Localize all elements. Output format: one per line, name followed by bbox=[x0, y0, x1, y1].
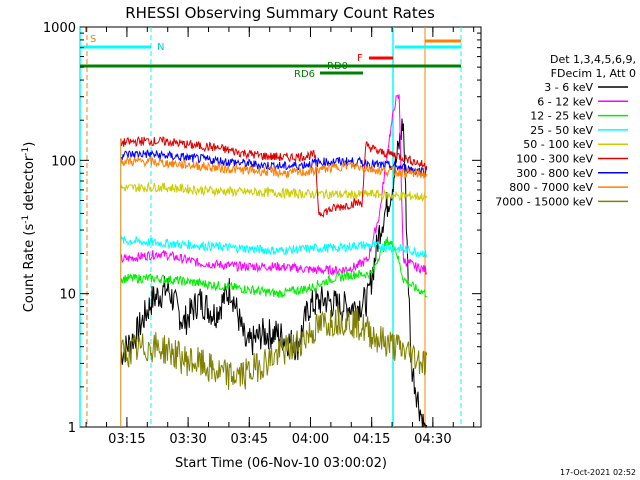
legend-label: 100 - 300 keV bbox=[516, 153, 593, 166]
x-tick-label: 04:00 bbox=[292, 432, 329, 447]
x-tick-label: 04:15 bbox=[353, 432, 390, 447]
series-line bbox=[120, 136, 428, 218]
state-labels: S N F RD0 RD6 bbox=[90, 34, 363, 80]
y-label-part1: Count Rate (s bbox=[22, 224, 37, 313]
x-tick-label: 03:30 bbox=[169, 432, 206, 447]
footer-date: 17-Oct-2021 02:52 bbox=[560, 468, 636, 477]
x-axis: 03:15 03:30 03:45 04:00 04:15 04:30 bbox=[85, 27, 475, 447]
series-layer bbox=[120, 94, 428, 429]
y-label-sup1: -1 bbox=[21, 215, 31, 224]
series-line bbox=[120, 149, 428, 177]
series-line bbox=[120, 94, 428, 277]
series-line bbox=[120, 304, 428, 390]
legend-header-2: FDecim 1, Att 0 bbox=[551, 67, 636, 80]
legend-label: 12 - 25 keV bbox=[530, 110, 593, 123]
label-n: N bbox=[157, 42, 164, 53]
legend-label: 6 - 12 keV bbox=[537, 95, 593, 108]
y-tick-label: 1000 bbox=[43, 21, 76, 36]
y-tick-label: 10 bbox=[59, 288, 76, 303]
legend-label: 300 - 800 keV bbox=[516, 167, 593, 180]
series-line bbox=[120, 155, 428, 179]
x-axis-label: Start Time (06-Nov-10 03:00:02) bbox=[175, 456, 387, 471]
x-tick-label: 04:30 bbox=[414, 432, 451, 447]
series-line bbox=[120, 118, 428, 429]
y-axis-label: Count Rate (s-1 detector-1) bbox=[21, 142, 37, 313]
y-label-sup2: -1 bbox=[21, 147, 31, 156]
y-label-part2: detector bbox=[22, 155, 37, 215]
label-rd0: RD0 bbox=[327, 61, 348, 72]
series-line bbox=[120, 181, 428, 202]
y-tick-label: 1 bbox=[68, 421, 76, 436]
y-axis: 1 10 100 1000 bbox=[43, 21, 481, 436]
series-line bbox=[120, 236, 428, 299]
series-line bbox=[120, 235, 428, 259]
y-label-close: ) bbox=[22, 142, 37, 147]
legend-header-1: Det 1,3,4,5,6,9, bbox=[550, 53, 636, 66]
x-tick-label: 03:15 bbox=[108, 432, 145, 447]
legend-label: 800 - 7000 keV bbox=[509, 181, 593, 194]
plot-frame bbox=[79, 26, 482, 428]
chart-title: RHESSI Observing Summary Count Rates bbox=[125, 4, 435, 22]
state-markers bbox=[79, 27, 462, 427]
legend-label: 50 - 100 keV bbox=[523, 138, 593, 151]
y-tick-label: 100 bbox=[51, 154, 76, 169]
label-f: F bbox=[357, 53, 363, 64]
legend-label: 25 - 50 keV bbox=[530, 124, 593, 137]
legend-label: 7000 - 15000 keV bbox=[495, 195, 593, 208]
label-s: S bbox=[90, 34, 96, 45]
legend-label: 3 - 6 keV bbox=[544, 81, 593, 94]
label-rd6: RD6 bbox=[294, 69, 315, 80]
x-tick-label: 03:45 bbox=[231, 432, 268, 447]
legend: Det 1,3,4,5,6,9, FDecim 1, Att 0 3 - 6 k… bbox=[495, 53, 636, 208]
